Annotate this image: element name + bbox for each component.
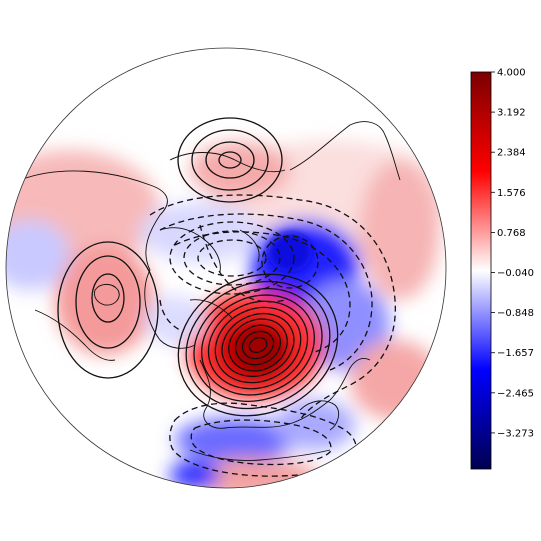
colorbar-tick-label: −2.465 [497,388,534,399]
positive-contours [57,117,339,417]
colorbar-tick-label: −3.273 [497,428,534,439]
colorbar-tick-label: 4.000 [497,68,526,79]
colorbar-tick-label: 1.576 [497,188,526,199]
colorbar: 4.000 3.192 2.384 1.576 0.768 −0.040 −0.848 −1.… [470,68,534,470]
anomaly-shading [6,140,446,488]
colorbar-tick-label: 3.192 [497,108,526,119]
colorbar-tick-label: 2.384 [497,148,526,159]
colorbar-tick-label: 0.768 [497,228,526,239]
colorbar-tick-label: −1.657 [497,348,534,359]
colorbar-gradient [470,71,492,470]
map-boundary [5,47,447,489]
colorbar-tick-label: −0.848 [497,308,534,319]
colorbar-ticks: 4.000 3.192 2.384 1.576 0.768 −0.040 −0.848 −1.… [491,68,534,439]
colorbar-tick-label: −0.040 [497,268,534,279]
